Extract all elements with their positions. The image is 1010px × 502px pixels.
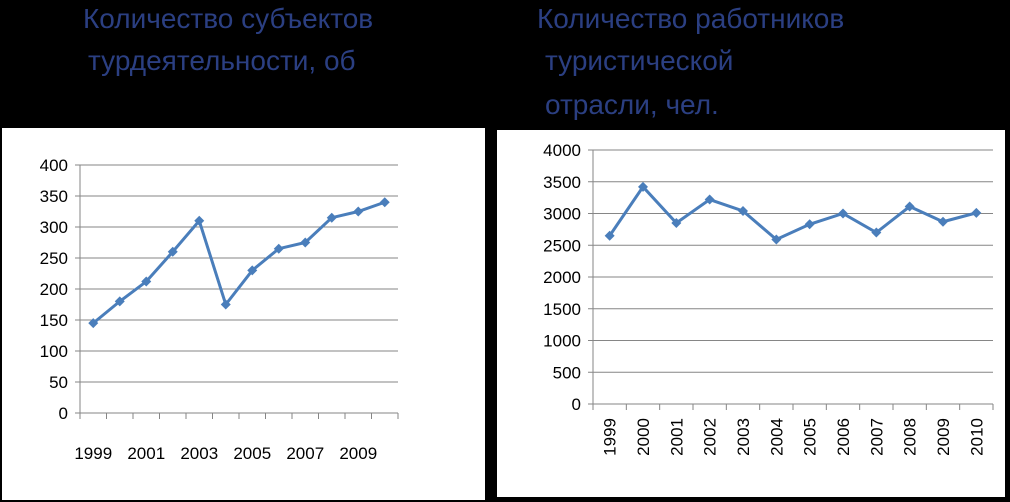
data-point: [326, 212, 337, 223]
x-tick-label: 2009: [339, 444, 377, 463]
x-tick-label: 2007: [867, 418, 886, 456]
chart-area: [497, 130, 1005, 497]
data-point: [300, 237, 311, 248]
x-tick-label: 2000: [634, 418, 653, 456]
y-tick-label: 100: [40, 342, 68, 361]
x-tick-label: 2005: [233, 444, 271, 463]
y-tick-label: 150: [40, 311, 68, 330]
chart-title: туристической: [545, 45, 733, 76]
y-tick-label: 2500: [543, 236, 581, 255]
data-point: [971, 207, 982, 218]
y-tick-label: 0: [59, 404, 68, 423]
chart-area: [2, 128, 485, 500]
x-tick-label: 2001: [127, 444, 165, 463]
y-tick-label: 4000: [543, 141, 581, 160]
data-point: [273, 243, 284, 254]
data-point: [114, 296, 125, 307]
y-tick-label: 1000: [543, 332, 581, 351]
chart-title: Количество субъектов: [83, 3, 373, 34]
y-tick-label: 2000: [543, 268, 581, 287]
data-point: [141, 276, 152, 287]
data-point: [604, 230, 615, 241]
x-tick-label: 2001: [667, 418, 686, 456]
x-tick-label: 1999: [601, 418, 620, 456]
data-point: [938, 216, 948, 227]
data-point: [194, 215, 205, 226]
y-tick-label: 1500: [543, 300, 581, 319]
x-tick-label: 2008: [901, 418, 920, 456]
x-tick-label: 2010: [967, 418, 986, 456]
y-tick-label: 0: [572, 395, 581, 414]
x-tick-label: 2007: [286, 444, 324, 463]
x-tick-label: 2003: [734, 418, 753, 456]
x-tick-label: 2006: [834, 418, 853, 456]
chart-title: отрасли, чел.: [545, 89, 719, 120]
data-point: [638, 181, 648, 192]
x-tick-label: 2009: [934, 418, 953, 456]
x-tick-label: 2002: [701, 418, 720, 456]
y-tick-label: 50: [49, 373, 68, 392]
x-tick-label: 1999: [74, 444, 112, 463]
data-point: [904, 201, 915, 212]
y-tick-label: 400: [40, 156, 68, 175]
data-point: [771, 234, 782, 245]
chart-title: турдеятельности, об: [88, 45, 356, 76]
data-line: [608, 184, 977, 242]
data-point: [671, 218, 682, 229]
y-tick-label: 3500: [543, 173, 581, 192]
data-point: [871, 227, 882, 238]
data-point: [220, 299, 231, 310]
y-tick-label: 500: [553, 363, 581, 382]
data-point: [247, 265, 258, 276]
x-tick-label: 2003: [180, 444, 218, 463]
y-tick-label: 200: [40, 280, 68, 299]
data-point: [379, 197, 390, 208]
data-point: [88, 318, 99, 329]
x-tick-label: 2004: [767, 418, 786, 456]
y-tick-label: 250: [40, 249, 68, 268]
data-point: [838, 208, 848, 219]
x-tick-label: 2005: [801, 418, 820, 456]
y-tick-label: 3000: [543, 205, 581, 224]
data-line: [92, 200, 386, 325]
data-point: [804, 219, 815, 230]
y-tick-label: 300: [40, 218, 68, 237]
chart-title: Количество работников: [537, 3, 844, 34]
data-point: [353, 206, 364, 217]
data-point: [167, 246, 178, 257]
y-tick-label: 350: [40, 187, 68, 206]
data-point: [738, 205, 748, 216]
data-point: [704, 194, 715, 205]
